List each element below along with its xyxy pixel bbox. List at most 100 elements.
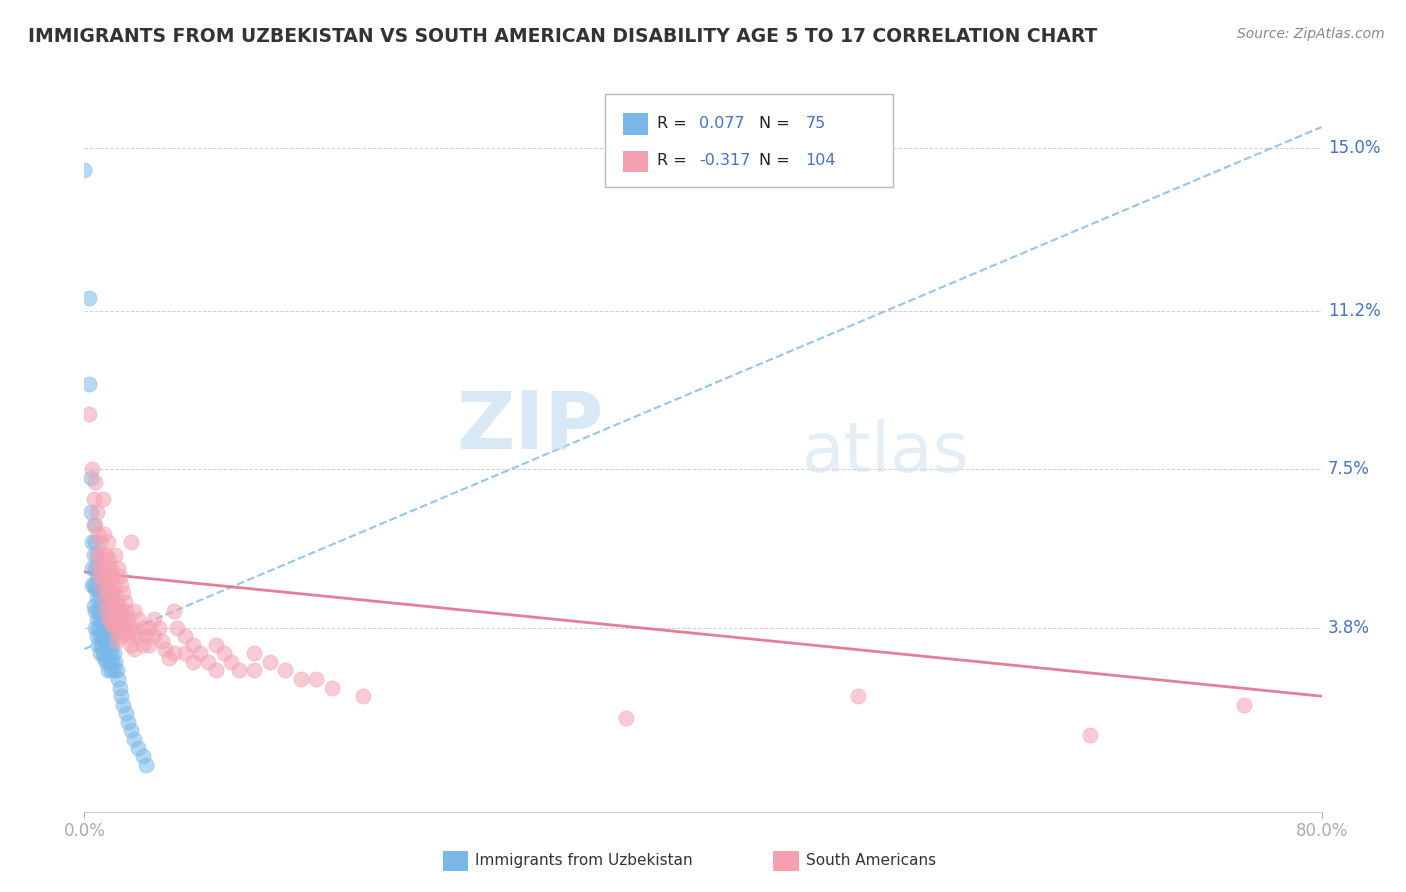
Point <box>117 714 139 729</box>
Point <box>79 505 101 519</box>
Point <box>93 569 115 583</box>
Point <box>82 535 104 549</box>
Point <box>112 612 135 626</box>
Point <box>89 612 111 626</box>
Point <box>259 655 281 669</box>
Point <box>212 646 235 660</box>
Text: Source: ZipAtlas.com: Source: ZipAtlas.com <box>1237 27 1385 41</box>
Text: N =: N = <box>759 153 790 168</box>
Point <box>93 616 115 631</box>
Point <box>86 591 108 605</box>
Point <box>205 638 228 652</box>
Point <box>89 569 111 583</box>
Point <box>90 578 112 592</box>
Point <box>87 561 110 575</box>
Point <box>89 629 111 643</box>
Point <box>120 723 142 738</box>
Point <box>100 646 122 660</box>
Point <box>614 710 637 724</box>
Text: 7.5%: 7.5% <box>1327 460 1369 478</box>
Point <box>84 475 107 490</box>
Point <box>108 569 131 583</box>
Point <box>94 638 117 652</box>
Point <box>112 586 135 600</box>
Point <box>352 689 374 703</box>
Point <box>143 629 166 643</box>
Point <box>143 612 166 626</box>
Point <box>122 624 145 639</box>
Point <box>101 569 124 583</box>
Point <box>108 681 131 695</box>
Point <box>150 633 173 648</box>
Point <box>83 492 105 507</box>
Point <box>120 621 142 635</box>
Point <box>91 561 114 575</box>
Point <box>94 655 117 669</box>
Point <box>87 582 110 597</box>
Point <box>98 599 121 614</box>
Point <box>91 629 114 643</box>
Point <box>166 621 188 635</box>
Point <box>174 646 197 660</box>
Point <box>96 612 118 626</box>
Point <box>94 548 117 562</box>
Point <box>86 548 108 562</box>
Point <box>228 664 250 678</box>
Point <box>205 664 228 678</box>
Point <box>138 621 160 635</box>
Point <box>122 731 145 746</box>
Point <box>107 561 129 575</box>
Point <box>127 612 149 626</box>
Point <box>112 698 135 712</box>
Point <box>290 672 312 686</box>
Point <box>77 291 100 305</box>
Text: 75: 75 <box>806 116 825 130</box>
Point <box>77 376 100 391</box>
Point <box>243 646 266 660</box>
Text: R =: R = <box>657 116 686 130</box>
Point <box>153 642 176 657</box>
Point <box>103 664 125 678</box>
Point <box>93 633 115 648</box>
Point <box>107 672 129 686</box>
Point <box>163 604 186 618</box>
Point <box>101 591 124 605</box>
Point <box>91 646 114 660</box>
Point <box>83 518 105 533</box>
Point <box>89 535 111 549</box>
Point <box>107 621 129 635</box>
Point <box>105 616 128 631</box>
Text: 11.2%: 11.2% <box>1327 302 1381 320</box>
Point <box>846 689 869 703</box>
Point <box>96 612 118 626</box>
Text: 104: 104 <box>806 153 837 168</box>
Point <box>91 586 114 600</box>
Point <box>93 526 115 541</box>
Point <box>105 633 128 648</box>
Point <box>132 638 155 652</box>
Point <box>86 569 108 583</box>
Point <box>96 629 118 643</box>
Point <box>114 595 136 609</box>
Point <box>108 624 131 639</box>
Point <box>89 591 111 605</box>
Point <box>82 462 104 476</box>
Point <box>100 612 122 626</box>
Point <box>115 624 138 639</box>
Point <box>1078 728 1101 742</box>
Point <box>83 548 105 562</box>
Point <box>90 578 112 592</box>
Point <box>86 505 108 519</box>
Point <box>101 638 124 652</box>
Point <box>181 655 204 669</box>
Point <box>93 595 115 609</box>
Point <box>98 578 121 592</box>
Point <box>100 586 122 600</box>
Point <box>94 621 117 635</box>
Point <box>110 607 132 622</box>
Point <box>181 638 204 652</box>
Point <box>101 569 124 583</box>
Point <box>110 578 132 592</box>
Point <box>135 757 157 772</box>
Point <box>87 604 110 618</box>
